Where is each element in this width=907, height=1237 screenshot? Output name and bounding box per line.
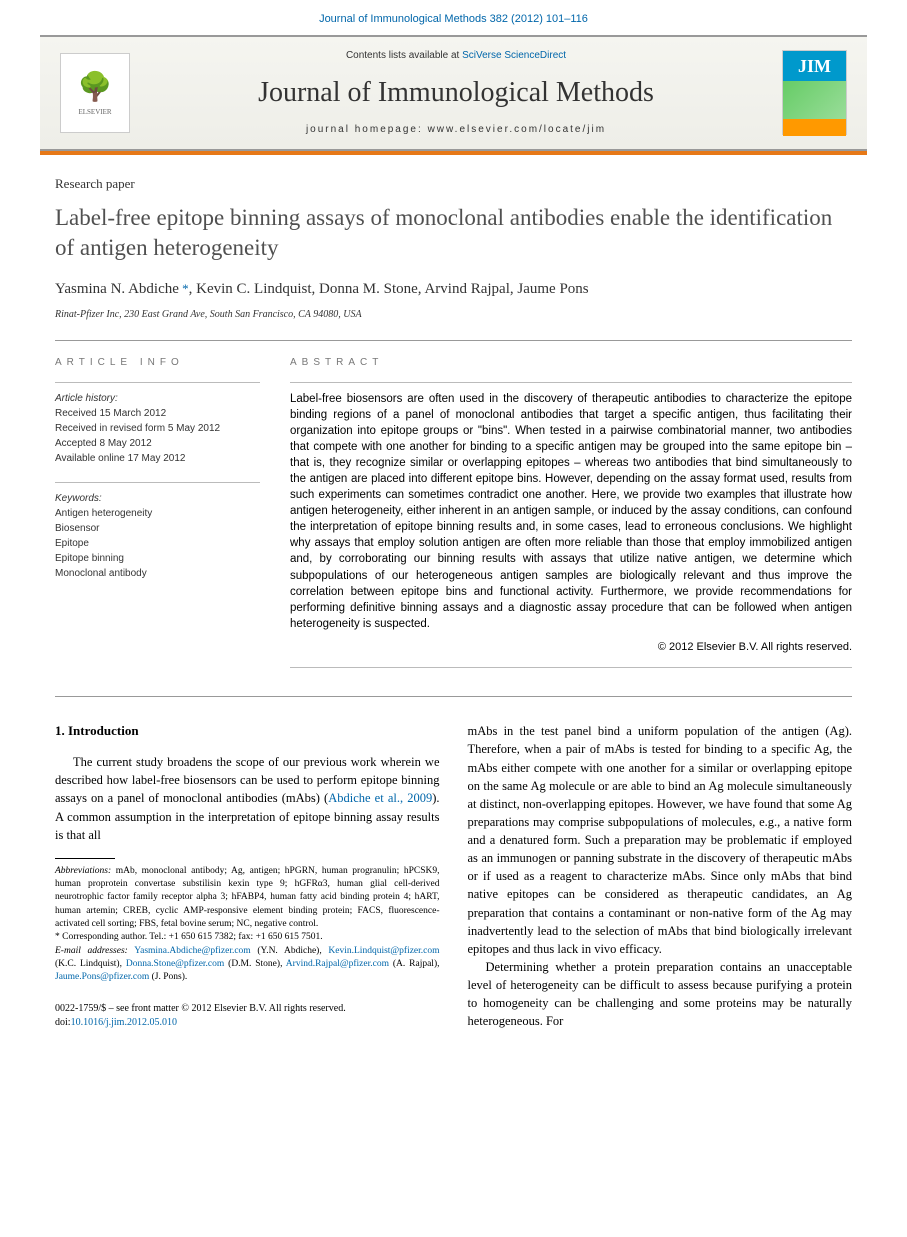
- email-label: E-mail addresses:: [55, 946, 128, 956]
- keywords-block: Keywords: Antigen heterogeneity Biosenso…: [55, 491, 260, 581]
- journal-masthead: 🌳 ELSEVIER Contents lists available at S…: [40, 35, 867, 150]
- body-paragraph: The current study broadens the scope of …: [55, 753, 440, 844]
- reference-link[interactable]: Abdiche et al., 2009: [328, 791, 432, 805]
- journal-cover-thumbnail: JIM: [782, 50, 847, 135]
- cover-footer: [783, 119, 846, 136]
- email-addresses: E-mail addresses: Yasmina.Abdiche@pfizer…: [55, 945, 440, 985]
- contents-line: Contents lists available at SciVerse Sci…: [145, 49, 767, 63]
- info-divider: [55, 382, 260, 383]
- affiliation: Rinat-Pfizer Inc, 230 East Grand Ave, So…: [55, 308, 852, 322]
- copyright-line: © 2012 Elsevier B.V. All rights reserved…: [290, 640, 852, 655]
- masthead-center: Contents lists available at SciVerse Sci…: [130, 49, 782, 136]
- doi-label: doi:: [55, 1017, 71, 1028]
- issn-line: 0022-1759/$ – see front matter © 2012 El…: [55, 1002, 440, 1016]
- author-list: Yasmina N. Abdiche *, Kevin C. Lindquist…: [55, 279, 852, 300]
- article-content: Research paper Label-free epitope binnin…: [0, 155, 907, 1051]
- date-online: Available online 17 May 2012: [55, 451, 260, 466]
- info-divider: [290, 667, 852, 668]
- abbreviations: Abbreviations: mAb, monoclonal antibody;…: [55, 865, 440, 931]
- keyword: Monoclonal antibody: [55, 566, 260, 581]
- running-header: Journal of Immunological Methods 382 (20…: [0, 0, 907, 35]
- homepage-prefix: journal homepage:: [306, 124, 428, 135]
- abstract-heading: ABSTRACT: [290, 356, 852, 370]
- body-paragraph: mAbs in the test panel bind a uniform po…: [468, 722, 853, 958]
- footnotes: Abbreviations: mAb, monoclonal antibody;…: [55, 865, 440, 985]
- email-name: (J. Pons): [152, 972, 185, 982]
- footnote-divider: [55, 858, 115, 859]
- section-heading: 1. Introduction: [55, 722, 440, 741]
- history-label: Article history:: [55, 391, 260, 406]
- email-link[interactable]: Yasmina.Abdiche@pfizer.com: [134, 946, 250, 956]
- doi-link[interactable]: 10.1016/j.jim.2012.05.010: [71, 1017, 177, 1028]
- citation-text: Journal of Immunological Methods 382 (20…: [319, 13, 588, 25]
- body-paragraph: Determining whether a protein preparatio…: [468, 958, 853, 1031]
- keyword: Biosensor: [55, 521, 260, 536]
- contents-prefix: Contents lists available at: [346, 50, 462, 61]
- article-info-heading: ARTICLE INFO: [55, 356, 260, 370]
- abstract-column: ABSTRACT Label-free biosensors are often…: [290, 356, 852, 677]
- right-column: mAbs in the test panel bind a uniform po…: [468, 722, 853, 1030]
- cover-image: [783, 81, 846, 119]
- doi-line: doi:10.1016/j.jim.2012.05.010: [55, 1016, 440, 1030]
- paper-type: Research paper: [55, 175, 852, 193]
- email-link[interactable]: Jaume.Pons@pfizer.com: [55, 972, 149, 982]
- publisher-name: ELSEVIER: [78, 108, 111, 118]
- date-revised: Received in revised form 5 May 2012: [55, 421, 260, 436]
- abbrev-label: Abbreviations:: [55, 866, 111, 876]
- info-divider: [55, 482, 260, 483]
- email-name: (D.M. Stone): [228, 959, 280, 969]
- corresponding-marker: *: [179, 281, 189, 296]
- cover-abbrev: JIM: [783, 51, 846, 81]
- keyword: Antigen heterogeneity: [55, 506, 260, 521]
- article-title: Label-free epitope binning assays of mon…: [55, 203, 852, 263]
- article-history: Article history: Received 15 March 2012 …: [55, 391, 260, 466]
- homepage-url: www.elsevier.com/locate/jim: [428, 124, 606, 135]
- section-divider: [55, 696, 852, 697]
- keyword: Epitope binning: [55, 551, 260, 566]
- journal-name: Journal of Immunological Methods: [145, 73, 767, 112]
- email-link[interactable]: Arvind.Rajpal@pfizer.com: [286, 959, 389, 969]
- sciencedirect-link[interactable]: SciVerse ScienceDirect: [462, 50, 566, 61]
- email-name: (A. Rajpal): [393, 959, 437, 969]
- elsevier-logo: 🌳 ELSEVIER: [60, 53, 130, 133]
- left-column: 1. Introduction The current study broade…: [55, 722, 440, 1030]
- date-received: Received 15 March 2012: [55, 406, 260, 421]
- keywords-label: Keywords:: [55, 491, 260, 506]
- homepage-line: journal homepage: www.elsevier.com/locat…: [145, 123, 767, 137]
- email-name: (K.C. Lindquist): [55, 959, 120, 969]
- section-divider: [55, 340, 852, 341]
- email-name: (Y.N. Abdiche): [257, 946, 319, 956]
- date-accepted: Accepted 8 May 2012: [55, 436, 260, 451]
- abbrev-text: mAb, monoclonal antibody; Ag, antigen; h…: [55, 866, 440, 929]
- info-divider: [290, 382, 852, 383]
- corresponding-author: * Corresponding author. Tel.: +1 650 615…: [55, 931, 440, 944]
- body-two-column: 1. Introduction The current study broade…: [55, 722, 852, 1030]
- email-link[interactable]: Kevin.Lindquist@pfizer.com: [328, 946, 439, 956]
- info-abstract-row: ARTICLE INFO Article history: Received 1…: [55, 356, 852, 677]
- keyword: Epitope: [55, 536, 260, 551]
- elsevier-tree-icon: 🌳: [78, 68, 113, 107]
- article-info-column: ARTICLE INFO Article history: Received 1…: [55, 356, 260, 677]
- page-footer: 0022-1759/$ – see front matter © 2012 El…: [55, 1002, 440, 1030]
- email-link[interactable]: Donna.Stone@pfizer.com: [126, 959, 224, 969]
- abstract-text: Label-free biosensors are often used in …: [290, 391, 852, 632]
